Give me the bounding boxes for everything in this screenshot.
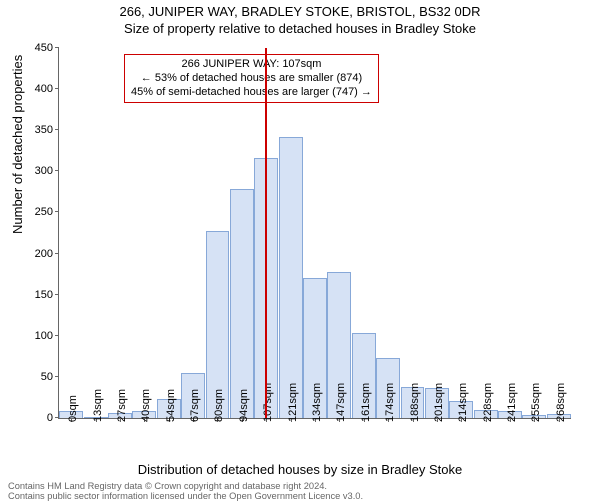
histogram-bar <box>230 189 254 418</box>
x-tick-label: 121sqm <box>287 383 299 422</box>
x-tick-label: 0sqm <box>67 395 79 422</box>
y-tick-label: 200 <box>35 248 59 260</box>
annotation-box: 266 JUNIPER WAY: 107sqm ← 53% of detache… <box>124 54 379 103</box>
reference-line <box>265 48 267 418</box>
annotation-line-1: 266 JUNIPER WAY: 107sqm <box>131 58 372 72</box>
x-tick-label: 161sqm <box>360 383 372 422</box>
y-tick-mark <box>55 253 59 254</box>
x-tick-label: 80sqm <box>213 389 225 422</box>
chart-subtitle: Size of property relative to detached ho… <box>0 21 600 36</box>
footer-line-2: Contains public sector information licen… <box>8 491 363 502</box>
x-tick-label: 268sqm <box>555 383 567 422</box>
x-tick-label: 134sqm <box>311 383 323 422</box>
x-tick-label: 201sqm <box>433 383 445 422</box>
x-tick-label: 174sqm <box>384 383 396 422</box>
chart-plot-area: 266 JUNIPER WAY: 107sqm ← 53% of detache… <box>58 48 571 419</box>
y-tick-mark <box>55 211 59 212</box>
y-tick-mark <box>55 376 59 377</box>
x-tick-label: 54sqm <box>165 389 177 422</box>
x-tick-label: 147sqm <box>335 383 347 422</box>
y-tick-mark <box>55 335 59 336</box>
x-tick-label: 13sqm <box>92 389 104 422</box>
x-tick-label: 255sqm <box>530 383 542 422</box>
y-tick-label: 400 <box>35 83 59 95</box>
y-tick-label: 0 <box>47 412 59 424</box>
y-axis-label: Number of detached properties <box>10 55 25 234</box>
y-tick-mark <box>55 88 59 89</box>
x-tick-label: 40sqm <box>140 389 152 422</box>
y-tick-label: 350 <box>35 124 59 136</box>
page-title: 266, JUNIPER WAY, BRADLEY STOKE, BRISTOL… <box>0 4 600 19</box>
footer-line-1: Contains HM Land Registry data © Crown c… <box>8 481 363 492</box>
x-tick-label: 107sqm <box>262 383 274 422</box>
y-tick-label: 300 <box>35 165 59 177</box>
y-tick-mark <box>55 170 59 171</box>
y-tick-label: 100 <box>35 330 59 342</box>
y-tick-label: 150 <box>35 289 59 301</box>
x-tick-label: 214sqm <box>457 383 469 422</box>
y-tick-mark <box>55 47 59 48</box>
histogram-bar <box>279 137 303 418</box>
x-tick-label: 228sqm <box>482 383 494 422</box>
y-tick-label: 50 <box>41 371 59 383</box>
y-tick-label: 450 <box>35 42 59 54</box>
x-axis-label: Distribution of detached houses by size … <box>0 462 600 477</box>
x-tick-label: 188sqm <box>409 383 421 422</box>
annotation-line-2: ← 53% of detached houses are smaller (87… <box>131 72 372 86</box>
x-tick-label: 67sqm <box>189 389 201 422</box>
annotation-line-3: 45% of semi-detached houses are larger (… <box>131 86 372 100</box>
chart-container: 266, JUNIPER WAY, BRADLEY STOKE, BRISTOL… <box>0 4 600 504</box>
x-tick-label: 94sqm <box>238 389 250 422</box>
x-tick-label: 27sqm <box>116 389 128 422</box>
y-tick-mark <box>55 129 59 130</box>
footer-attribution: Contains HM Land Registry data © Crown c… <box>8 481 363 502</box>
x-tick-label: 241sqm <box>506 383 518 422</box>
y-tick-mark <box>55 294 59 295</box>
y-tick-label: 250 <box>35 206 59 218</box>
